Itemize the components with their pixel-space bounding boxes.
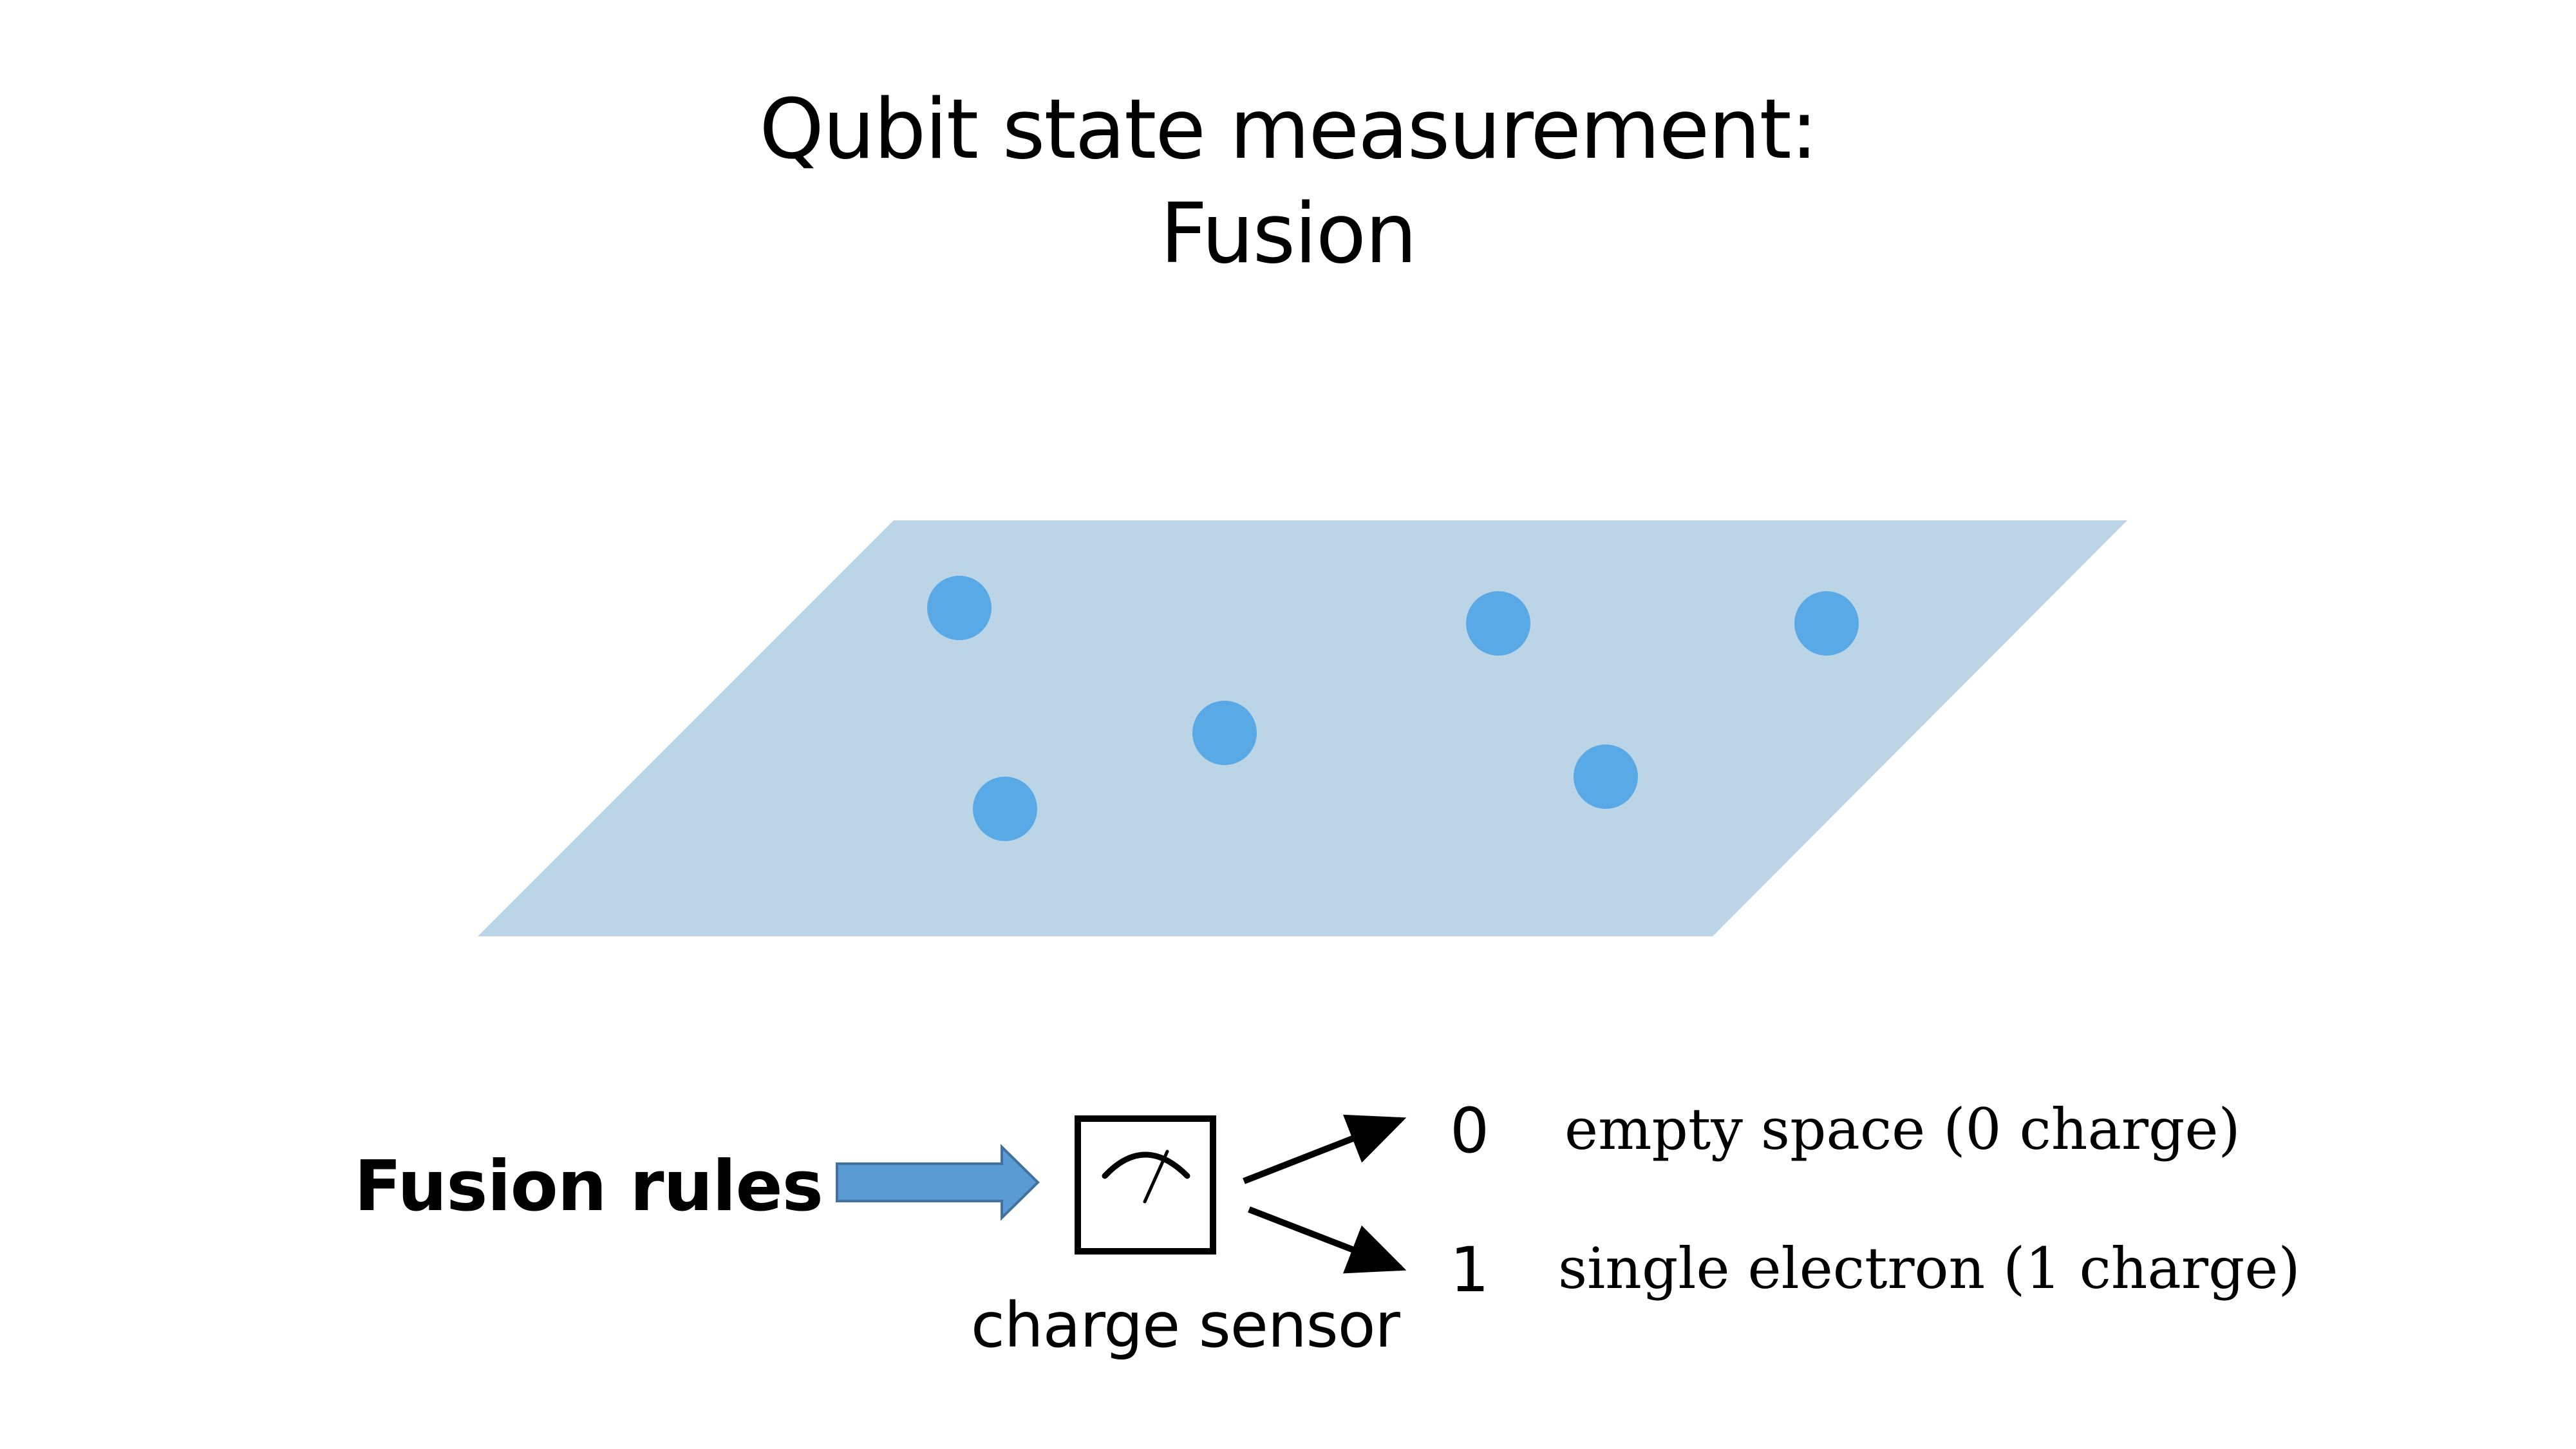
particle (1574, 744, 1638, 809)
outcome-value-1: 1 (1450, 1234, 1490, 1306)
meter-gauge-icon (1075, 1115, 1216, 1255)
particle (927, 576, 992, 640)
charge-sensor-label: charge sensor (971, 1289, 1400, 1361)
particle (1192, 701, 1257, 765)
outcome-arrow-0 (1243, 1114, 1407, 1184)
fusion-rules-label: Fusion rules (354, 1146, 823, 1227)
two-dimensional-plane (478, 520, 2127, 936)
particle (1794, 591, 1859, 656)
particles-group (927, 576, 1859, 841)
title-line-2: Fusion (1160, 186, 1417, 282)
outcome-value-0: 0 (1450, 1095, 1490, 1167)
title-line-1: Qubit state measurement: (759, 82, 1818, 178)
right-arrow-icon (836, 1144, 1040, 1221)
outcome-description-1: single electron (1 charge) (1558, 1235, 2300, 1302)
outcome-description-0: empty space (0 charge) (1565, 1096, 2241, 1162)
outcome-arrow-1 (1248, 1206, 1407, 1274)
particle (973, 777, 1037, 841)
particle (1466, 591, 1530, 656)
